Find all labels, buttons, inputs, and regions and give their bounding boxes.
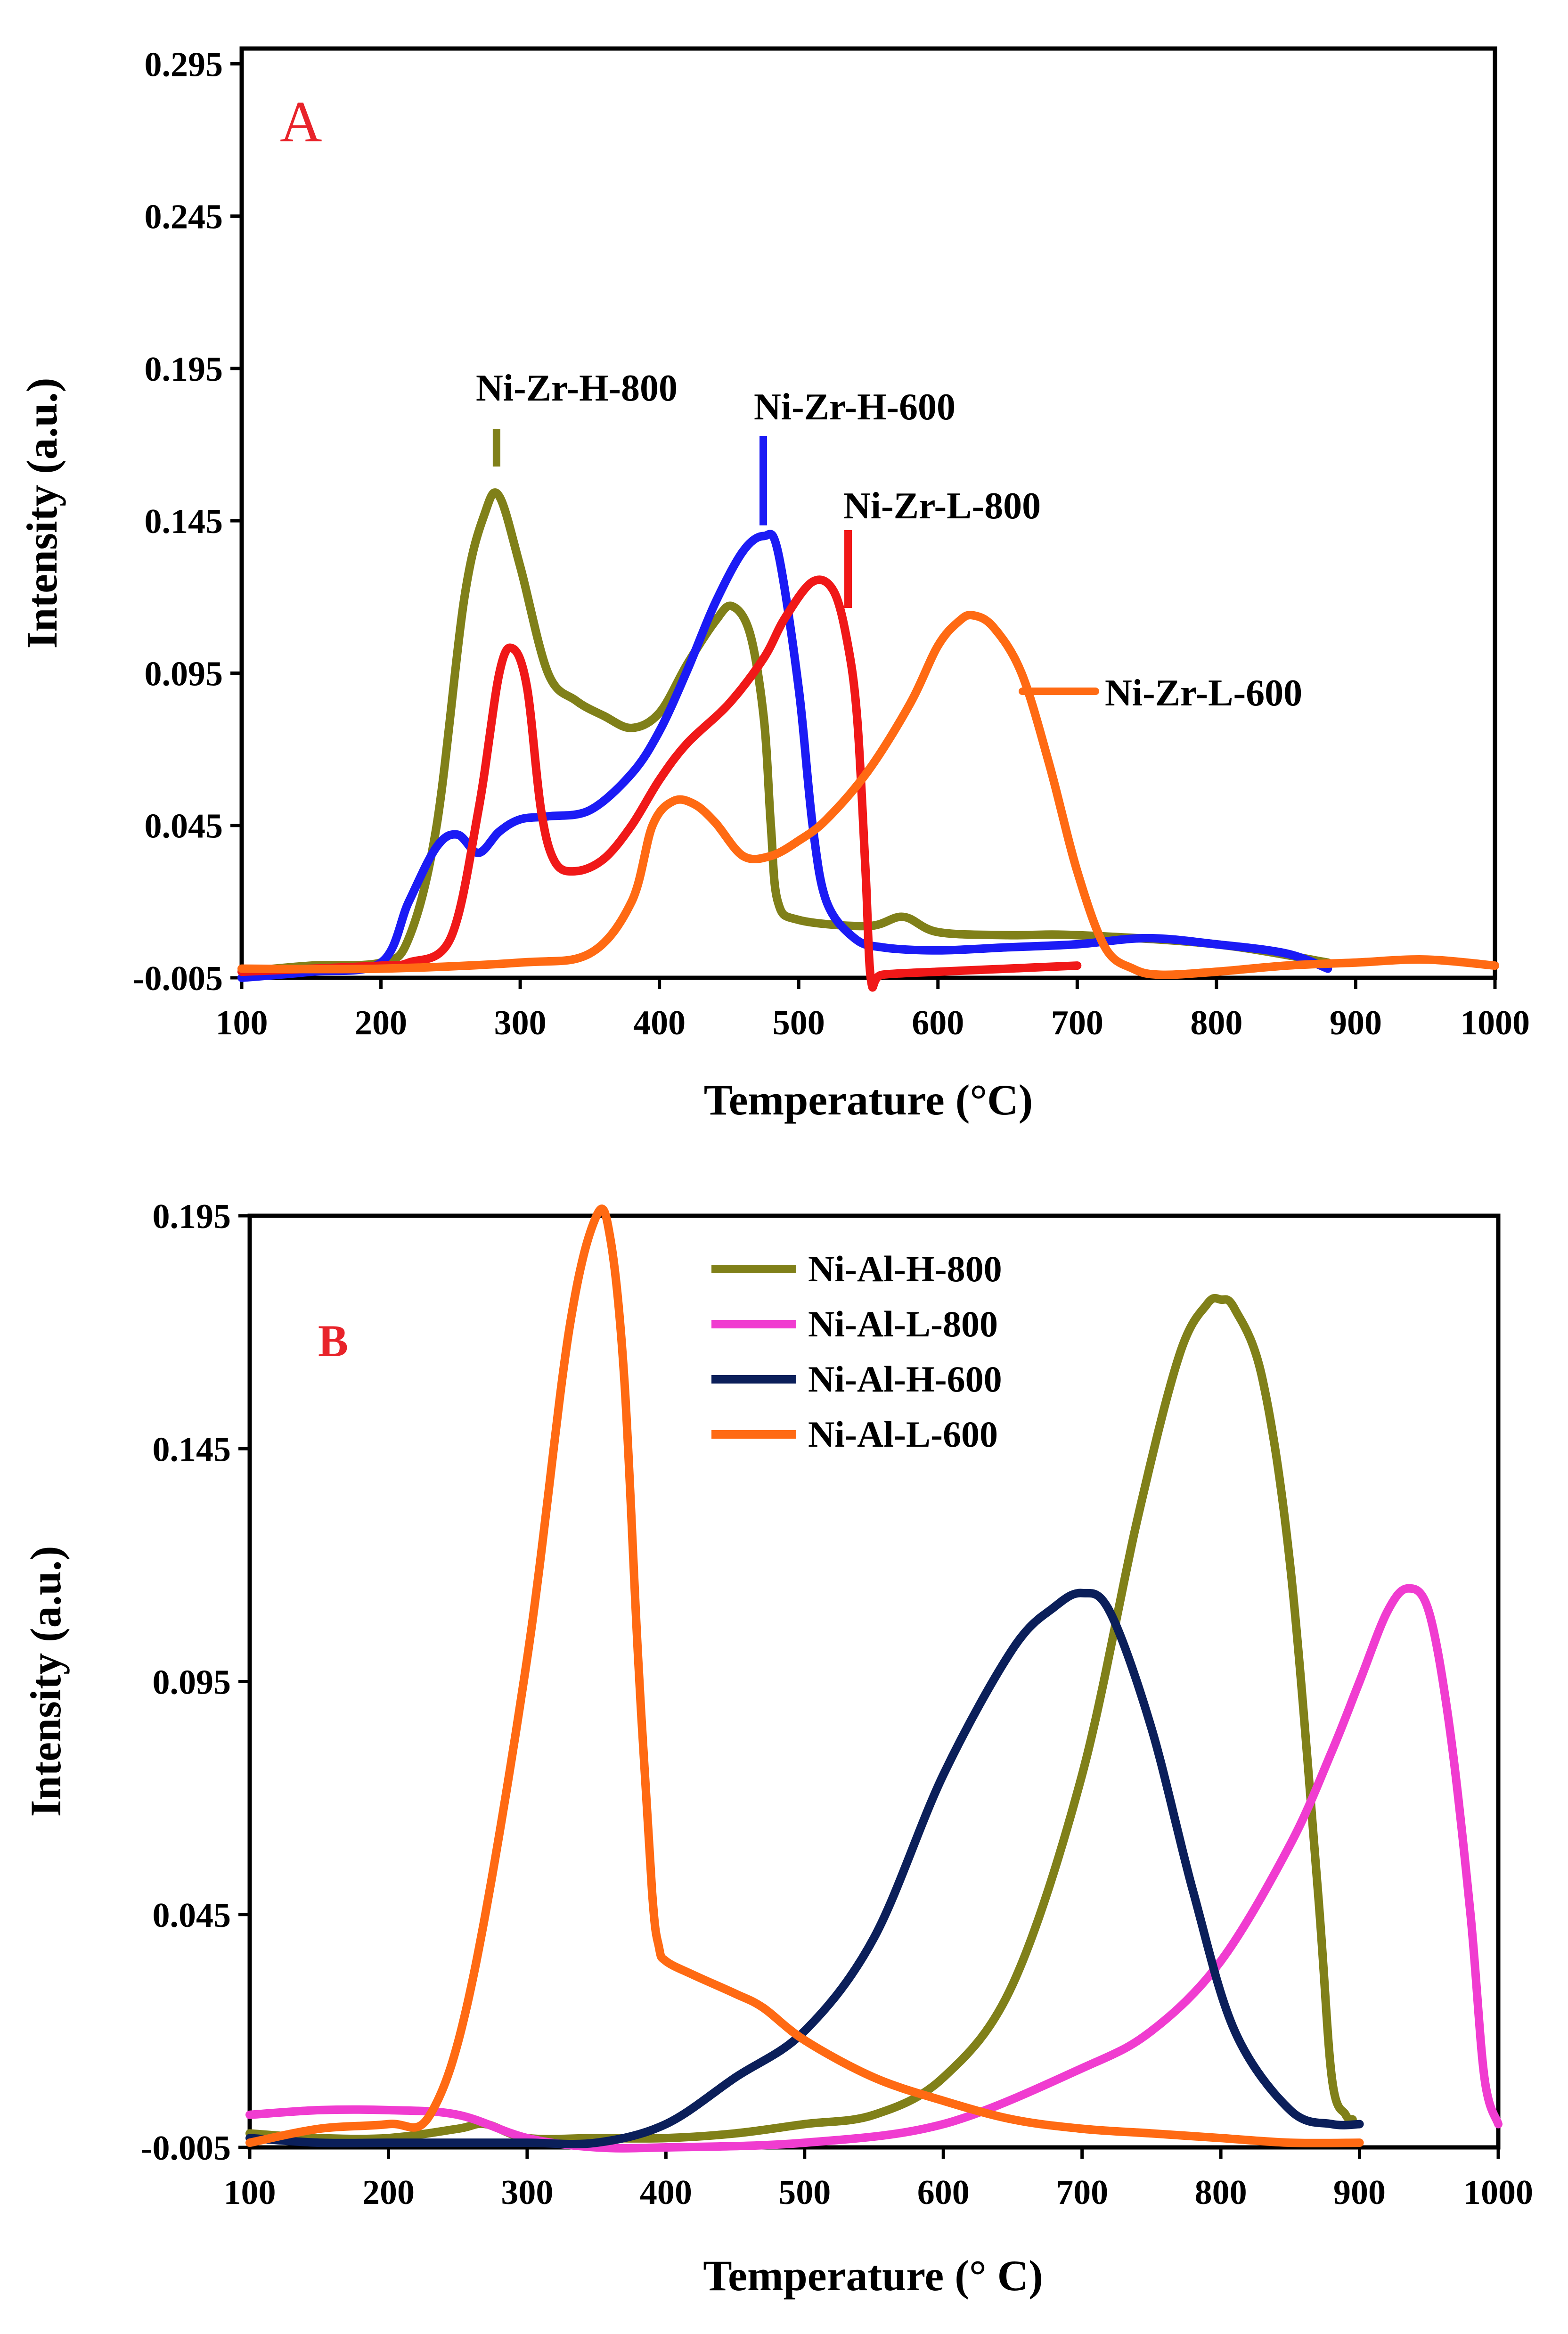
panel-b-x-tick-label: 700 bbox=[1056, 2173, 1108, 2212]
panel-b-series-ni-al-h-800 bbox=[245, 1294, 1357, 2144]
panel-b-y-tick-label: 0.145 bbox=[153, 1430, 231, 1469]
panel-a-x-tick-label: 800 bbox=[1190, 1004, 1242, 1042]
panel-b-x-tick-label: 600 bbox=[917, 2173, 970, 2212]
panel-a-x-tick-label: 500 bbox=[773, 1004, 825, 1042]
panel-b-x-axis-title: Temperature (° C) bbox=[703, 2252, 1043, 2300]
panel-a-y-tick-label: 0.245 bbox=[145, 198, 223, 237]
panel-a-y-tick-label: 0.045 bbox=[145, 807, 223, 846]
panel-a-x-tick-label: 1000 bbox=[1460, 1004, 1530, 1042]
panel-b-x-tick-label: 500 bbox=[778, 2173, 831, 2212]
panel-b-series-ni-al-l-800 bbox=[245, 1584, 1503, 2153]
panel-a-y-axis-title: Intensity (a.u.) bbox=[18, 377, 66, 648]
panel-b-x-tick-label: 400 bbox=[640, 2173, 692, 2212]
panel-b-y-tick-label: -0.005 bbox=[141, 2129, 231, 2168]
panel-a-y-ticks: -0.005 0.045 0.095 0.145 0.195 0.245 0.295 bbox=[133, 45, 242, 998]
panel-a-series-ni-zr-l-800 bbox=[237, 575, 1082, 992]
panel-a-series-ni-zr-h-600 bbox=[237, 530, 1332, 982]
panel-a-y-tick-label: 0.195 bbox=[145, 350, 223, 389]
panel-b-x-tick-label: 100 bbox=[224, 2173, 276, 2212]
panel-b-x-tick-label: 300 bbox=[501, 2173, 553, 2212]
panel-b-y-tick-label: 0.045 bbox=[153, 1896, 231, 1935]
panel-b-y-tick-label: 0.095 bbox=[153, 1663, 231, 1702]
panel-a-y-tick-label: 0.095 bbox=[145, 655, 223, 693]
panel-a-x-tick-label: 700 bbox=[1051, 1004, 1103, 1042]
panel-a-annotation-label: Ni-Zr-H-800 bbox=[476, 368, 678, 409]
panel-a-annotations: Ni-Zr-H-800 Ni-Zr-H-600 Ni-Zr-L-800 Ni-Zr-L… bbox=[476, 368, 1302, 714]
panel-a-y-tick-label: 0.145 bbox=[145, 502, 223, 541]
panel-a-x-tick-label: 900 bbox=[1330, 1004, 1382, 1042]
panel-a-series bbox=[237, 488, 1499, 992]
panel-b-legend-label: Ni-Al-L-800 bbox=[808, 1303, 998, 1344]
panel-b-label: B bbox=[318, 1316, 348, 1366]
panel-b-y-tick-label: 0.195 bbox=[153, 1197, 231, 1236]
panel-a-annotation-label: Ni-Zr-L-600 bbox=[1105, 672, 1302, 714]
panel-b-x-tick-label: 800 bbox=[1195, 2173, 1247, 2212]
panel-b-series bbox=[245, 1204, 1503, 2153]
panel-b-plot-frame bbox=[247, 1213, 1501, 2150]
panel-a-x-axis-title: Temperature (°C) bbox=[704, 1076, 1033, 1124]
panel-b-series-ni-al-l-600 bbox=[245, 1204, 1364, 2147]
panel-a-x-tick-label: 200 bbox=[355, 1004, 407, 1042]
panel-b-x-tick-label: 200 bbox=[362, 2173, 415, 2212]
panel-b-x-tick-label: 900 bbox=[1333, 2173, 1386, 2212]
panel-a-chart: -0.005 0.045 0.095 0.145 0.195 0.245 0.295 100… bbox=[18, 45, 1530, 1124]
panel-a-series-ni-zr-l-600 bbox=[237, 611, 1499, 979]
panel-a-annotation-label: Ni-Zr-L-800 bbox=[843, 485, 1041, 527]
panel-a-x-tick-label: 400 bbox=[633, 1004, 686, 1042]
panel-b-series-ni-al-h-600 bbox=[245, 1589, 1364, 2149]
panel-a-label: A bbox=[280, 90, 322, 154]
panel-b-chart: -0.005 0.045 0.095 0.145 0.195 100 200 300 400 5… bbox=[22, 1197, 1533, 2300]
panel-a-x-tick-label: 100 bbox=[216, 1004, 268, 1042]
panel-b-y-axis-title: Intensity (a.u.) bbox=[22, 1546, 70, 1817]
panel-b-y-ticks: -0.005 0.045 0.095 0.145 0.195 bbox=[141, 1197, 250, 2168]
panel-a-x-tick-label: 300 bbox=[494, 1004, 547, 1042]
panel-a-x-tick-label: 600 bbox=[912, 1004, 964, 1042]
panel-b-legend-label: Ni-Al-H-600 bbox=[808, 1359, 1002, 1400]
panel-a-x-ticks: 100 200 300 400 500 600 700 800 900 1000 bbox=[216, 978, 1530, 1042]
panel-a-y-tick-label: -0.005 bbox=[133, 959, 223, 998]
panel-a-y-tick-label: 0.295 bbox=[145, 45, 223, 84]
panel-b-legend-label: Ni-Al-H-800 bbox=[808, 1248, 1002, 1289]
panel-b-legend: Ni-Al-H-800 Ni-Al-L-800 Ni-Al-H-600 Ni-Al-L… bbox=[711, 1248, 1002, 1455]
panel-b-legend-label: Ni-Al-L-600 bbox=[808, 1414, 998, 1455]
panel-b-x-tick-label: 1000 bbox=[1463, 2173, 1533, 2212]
panel-a-annotation-label: Ni-Zr-H-600 bbox=[754, 386, 956, 428]
panel-b-x-ticks: 100 200 300 400 500 600 700 800 900 1000 bbox=[224, 2147, 1533, 2212]
